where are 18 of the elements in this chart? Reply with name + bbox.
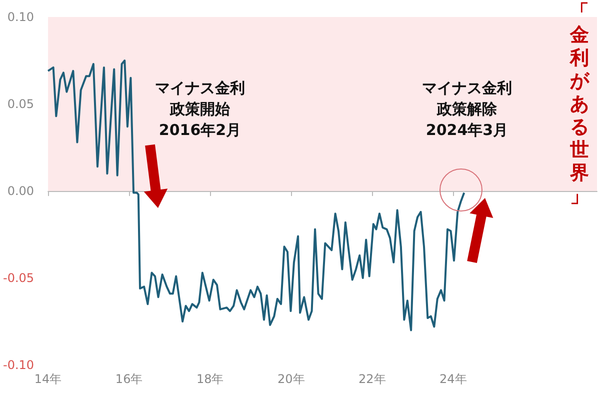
annotation: 2016年2月 [158, 121, 242, 139]
x-tick-label: 18年 [196, 372, 224, 386]
annotation: 2024年3月 [426, 121, 508, 139]
x-tick-label: 16年 [115, 372, 143, 386]
y-tick-label: -0.10 [2, 358, 34, 372]
y-tick-label: 0.05 [7, 97, 34, 111]
x-tick-label: 20年 [277, 372, 305, 386]
x-tick-label: 14年 [34, 372, 62, 386]
y-tick-label: -0.05 [2, 271, 34, 285]
annotation: マイナス金利 [155, 79, 245, 97]
annotation: 政策解除 [436, 100, 498, 118]
y-tick-label: 0.10 [7, 10, 34, 24]
annotation: 政策開始 [169, 100, 231, 118]
x-tick-label: 22年 [358, 372, 386, 386]
text: 「金利がある世界」 [570, 1, 589, 207]
x-tick-label: 24年 [440, 372, 467, 386]
annotation: マイナス金利 [422, 79, 512, 97]
y-tick-label: 0.00 [7, 184, 34, 198]
